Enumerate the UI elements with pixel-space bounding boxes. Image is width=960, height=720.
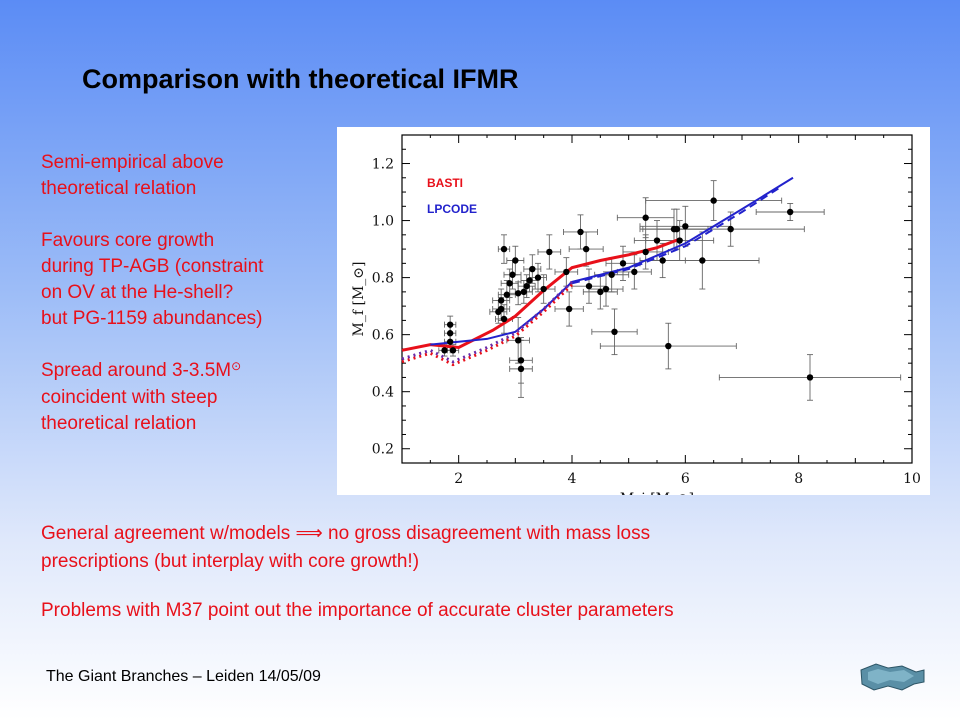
bullet-core-growth: Favours core growth during TP-AGB (const… <box>41 230 264 329</box>
y-tick-label: 0.4 <box>372 385 394 401</box>
x-tick-label: 4 <box>568 471 577 487</box>
data-point <box>546 248 553 256</box>
data-point <box>534 274 542 281</box>
data-point <box>500 245 508 253</box>
data-point <box>517 365 525 373</box>
x-axis-label: M_i [M_⊙] <box>620 491 694 495</box>
y-tick-label: 0.8 <box>372 271 394 287</box>
series-line-model-2 <box>571 185 783 285</box>
data-point <box>446 330 454 337</box>
telescope-logo-icon <box>860 663 925 691</box>
data-point <box>676 237 683 244</box>
data-point <box>659 257 666 264</box>
data-point <box>653 237 661 244</box>
data-point <box>710 197 717 204</box>
footer-text: The Giant Branches – Leiden 14/05/09 <box>46 668 321 685</box>
data-point <box>565 305 573 313</box>
problems-text: Problems with M37 point out the importan… <box>41 600 674 621</box>
x-tick-label: 6 <box>681 471 690 487</box>
data-point <box>665 342 672 350</box>
data-point <box>512 257 519 264</box>
ifmr-plot-panel: 2 4 6 8 10 0.2 0.4 0.6 0.8 1.0 1.2 M_i [M_⊙] M_f [M_… <box>337 127 930 507</box>
data-point <box>540 285 547 293</box>
data-point <box>582 245 590 253</box>
data-point <box>526 277 533 284</box>
y-tick-label: 1.0 <box>372 214 394 230</box>
data-point <box>509 271 516 278</box>
bullet-semi-empirical: Semi-empirical above theoretical relatio… <box>41 152 224 199</box>
bullet-spread: Spread around 3-3.5M⊙ coincident with st… <box>41 358 341 437</box>
y-tick-label: 0.2 <box>372 442 394 458</box>
general-agreement-text: General agreement w/models ⟹ no gross di… <box>41 523 651 572</box>
y-tick-label: 1.2 <box>372 157 394 173</box>
data-point <box>441 347 448 354</box>
data-point <box>514 290 522 297</box>
data-point <box>727 225 734 233</box>
data-point <box>611 328 618 335</box>
data-point <box>497 305 505 313</box>
series-line-model-4 <box>401 280 574 364</box>
left-bullets: Semi-empirical above theoretical relatio… <box>41 150 341 437</box>
data-point <box>619 260 627 267</box>
data-point <box>520 288 528 296</box>
data-point <box>529 265 536 273</box>
data-point <box>597 288 604 296</box>
data-point <box>577 228 584 236</box>
sun-symbol: ⊙ <box>231 359 242 373</box>
data-point <box>497 297 505 304</box>
y-axis-label: M_f [M_⊙] <box>351 262 367 337</box>
data-point <box>506 280 513 287</box>
data-point <box>517 357 525 364</box>
data-point <box>446 338 454 345</box>
spread-text-a: Spread around 3-3.5M <box>41 360 232 381</box>
data-point <box>673 225 681 233</box>
data-point <box>563 268 570 276</box>
spread-text-b: coincident with steep theoretical relati… <box>41 387 218 434</box>
legend-basti: BASTI <box>427 176 463 190</box>
data-point <box>514 337 522 344</box>
data-point <box>786 208 794 216</box>
data-point <box>503 291 511 298</box>
data-point <box>500 315 508 323</box>
plot-frame <box>401 134 913 464</box>
x-tick-label: 10 <box>903 471 921 487</box>
data-point <box>642 214 649 221</box>
series-line-model-3 <box>401 283 574 367</box>
chart-errorbars <box>438 180 902 401</box>
data-point <box>446 321 454 328</box>
data-point <box>806 374 814 381</box>
data-point <box>682 223 689 230</box>
slide-title: Comparison with theoretical IFMR <box>82 64 519 94</box>
data-point <box>699 257 706 264</box>
data-point <box>642 248 649 256</box>
series-line-basti <box>401 237 681 352</box>
data-point <box>631 268 638 276</box>
x-tick-label: 8 <box>794 471 803 487</box>
legend-lpcode: LPCODE <box>427 202 477 216</box>
data-point <box>449 347 457 354</box>
data-point <box>608 271 615 278</box>
chart-legend: BASTI LPCODE <box>427 176 477 216</box>
x-tick-label: 2 <box>454 471 463 487</box>
data-point <box>585 282 593 290</box>
data-point <box>602 285 610 293</box>
ifmr-chart: 2 4 6 8 10 0.2 0.4 0.6 0.8 1.0 1.2 M_i [M_⊙] M_f [M_… <box>351 134 921 507</box>
chart-points <box>441 197 814 381</box>
data-point <box>523 282 530 290</box>
y-tick-label: 0.6 <box>372 328 394 344</box>
